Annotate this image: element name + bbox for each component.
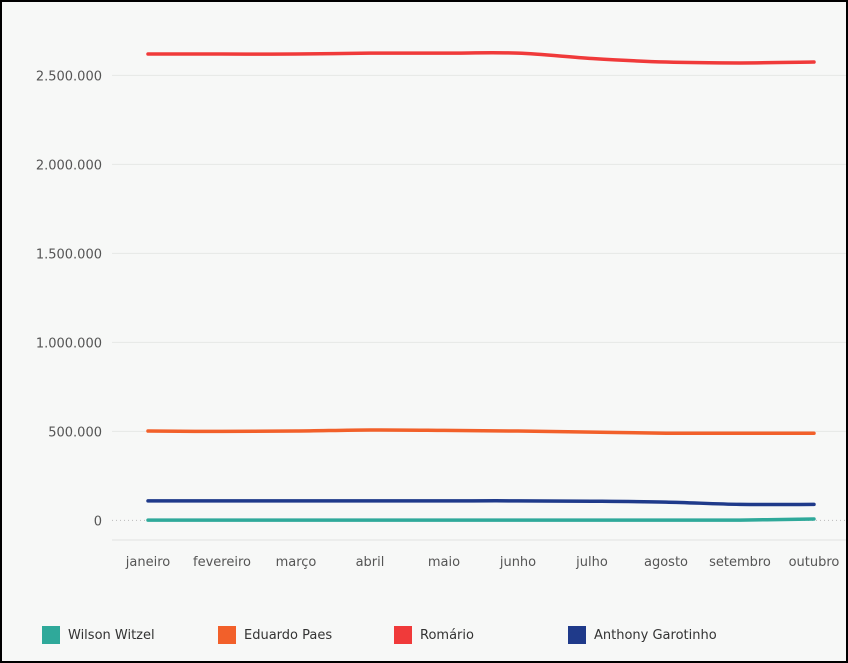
- legend-swatch: [218, 626, 236, 644]
- y-tick-label: 2.500.000: [36, 69, 102, 84]
- y-axis: 0 500.000 1.000.000 1.500.000 2.000.000 2.500…: [36, 69, 102, 529]
- x-tick-label: fevereiro: [193, 555, 251, 570]
- x-tick-label: setembro: [709, 555, 771, 570]
- x-tick-label: outubro: [789, 555, 840, 570]
- legend-swatch: [568, 626, 586, 644]
- series-line-wilson-witzel[interactable]: [146, 517, 816, 522]
- x-tick-label: agosto: [644, 555, 688, 570]
- legend-item[interactable]: Eduardo Paes: [218, 626, 332, 644]
- series-line-anthony-garotinho[interactable]: [146, 499, 816, 507]
- legend-swatch: [394, 626, 412, 644]
- x-tick-label: abril: [356, 555, 385, 570]
- series-lines: [146, 51, 816, 522]
- legend-label: Anthony Garotinho: [594, 627, 717, 643]
- x-tick-label: março: [276, 555, 317, 570]
- y-tick-label: 1.000.000: [36, 336, 102, 351]
- legend-item[interactable]: Wilson Witzel: [42, 626, 155, 644]
- legend-swatch: [42, 626, 60, 644]
- y-tick-label: 1.500.000: [36, 247, 102, 262]
- y-tick-label: 2.000.000: [36, 158, 102, 173]
- x-tick-label: junho: [499, 555, 536, 570]
- x-tick-label: julho: [575, 555, 608, 570]
- series-line-rom-rio[interactable]: [146, 51, 816, 65]
- x-tick-label: janeiro: [125, 555, 170, 570]
- y-tick-label: 500.000: [48, 425, 102, 440]
- legend-label: Wilson Witzel: [68, 627, 155, 643]
- x-axis: janeiro fevereiro março abril maio junho julho…: [112, 539, 846, 570]
- legend-item[interactable]: Romário: [394, 626, 474, 644]
- legend-label: Romário: [420, 627, 474, 643]
- y-tick-label: 0: [94, 514, 102, 529]
- legend-label: Eduardo Paes: [244, 627, 333, 643]
- x-tick-label: maio: [428, 555, 460, 570]
- grid: [112, 74, 846, 521]
- series-line-eduardo-paes[interactable]: [146, 428, 816, 436]
- legend-item[interactable]: Anthony Garotinho: [568, 626, 717, 644]
